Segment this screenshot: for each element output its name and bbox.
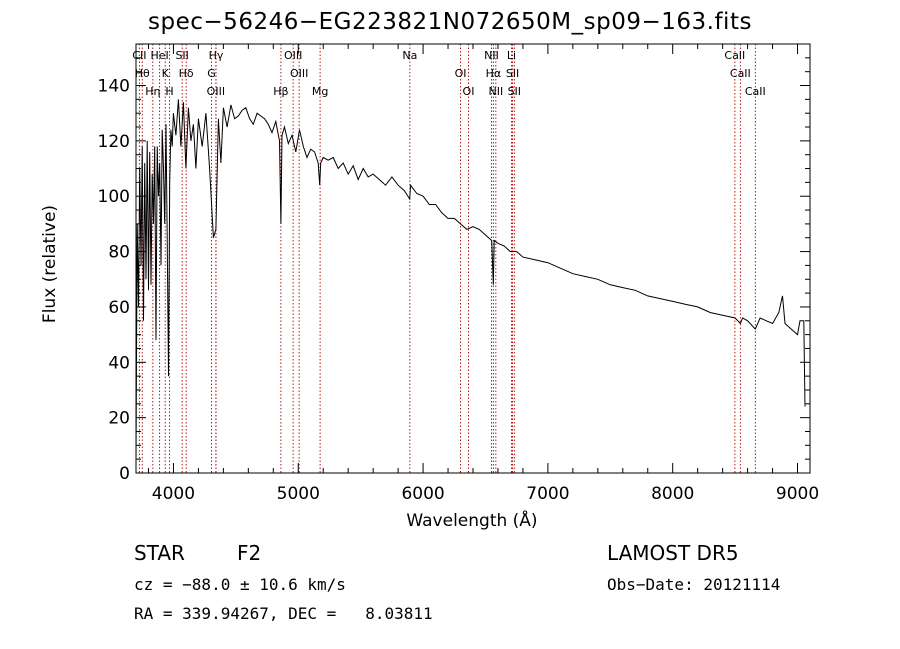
y-tick-label: 80 (108, 243, 130, 263)
object-class-label: STAR (134, 541, 185, 565)
subclass-label: F2 (237, 541, 262, 565)
spectral-line-label: HeI (150, 49, 168, 62)
y-tick-label: 40 (108, 353, 130, 373)
spectral-line-label: Hβ (273, 85, 288, 98)
spectral-line-label: H (165, 85, 173, 98)
line-marker-layer (138, 44, 756, 473)
survey-label: LAMOST DR5 (607, 541, 739, 565)
spectrum-series-line (135, 99, 806, 460)
x-tick-label: 8000 (651, 484, 694, 504)
spectral-line-label: Hγ (209, 49, 224, 62)
spectral-line-label: SII (506, 67, 519, 80)
y-tick-label: 0 (119, 464, 130, 484)
axis-ticks: 4000 5000 6000 7000 8000 9000 0 20 40 60 80 100 120 1… (98, 44, 819, 504)
x-tick-label: 5000 (277, 484, 320, 504)
spectral-line-label: OIII (207, 85, 225, 98)
spectral-line-label: Hθ (135, 67, 150, 80)
spectral-line-label: G (207, 67, 216, 80)
line-label-layer: CIIHθHηHeIKHSIIHδOIIIHγGHβOIIIOIIIMgNaOI… (132, 49, 766, 98)
spectral-line-label: CaII (730, 67, 751, 80)
y-tick-label: 140 (98, 77, 130, 97)
redshift-label: cz = −88.0 ± 10.6 km/s (134, 575, 346, 594)
spectral-line-label: NII (488, 85, 503, 98)
y-axis-label: Flux (relative) (40, 204, 60, 324)
spectral-line-label: Hδ (179, 67, 194, 80)
obs-date-label: Obs−Date: 20121114 (607, 575, 781, 594)
x-tick-label: 7000 (526, 484, 569, 504)
y-tick-label: 100 (98, 187, 130, 207)
spectral-line-label: K (162, 67, 170, 80)
spectral-line-label: Na (402, 49, 417, 62)
spectral-line-label: Hη (145, 85, 160, 98)
x-tick-label: 9000 (776, 484, 819, 504)
coordinates-label: RA = 339.94267, DEC = 8.03811 (134, 604, 433, 623)
spectral-line-label: CaII (724, 49, 745, 62)
x-tick-label: 4000 (152, 484, 195, 504)
spectral-line-label: Mg (312, 85, 328, 98)
spectral-line-label: CaII (745, 85, 766, 98)
spectral-line-label: SII (175, 49, 188, 62)
y-tick-label: 20 (108, 409, 130, 429)
plot-frame (135, 43, 811, 474)
spectral-line-label: Hα (486, 67, 502, 80)
spectral-line-label: OIII (284, 49, 302, 62)
y-tick-label: 120 (98, 132, 130, 152)
x-tick-label: 6000 (401, 484, 444, 504)
spectral-line-label: OI (455, 67, 467, 80)
spectral-line-label: NII (484, 49, 499, 62)
spectral-line-label: OIII (290, 67, 308, 80)
plot-frame-rect (135, 43, 811, 474)
spectral-line-label: CII (132, 49, 146, 62)
spectral-line-label: OI (463, 85, 475, 98)
chart-title: spec−56246−EG223821N072650M_sp09−163.fit… (148, 9, 752, 35)
y-tick-label: 60 (108, 298, 130, 318)
spectral-line-label: SII (508, 85, 521, 98)
spectral-line-label: Li (507, 49, 516, 62)
x-axis-label: Wavelength (Å) (406, 511, 538, 531)
